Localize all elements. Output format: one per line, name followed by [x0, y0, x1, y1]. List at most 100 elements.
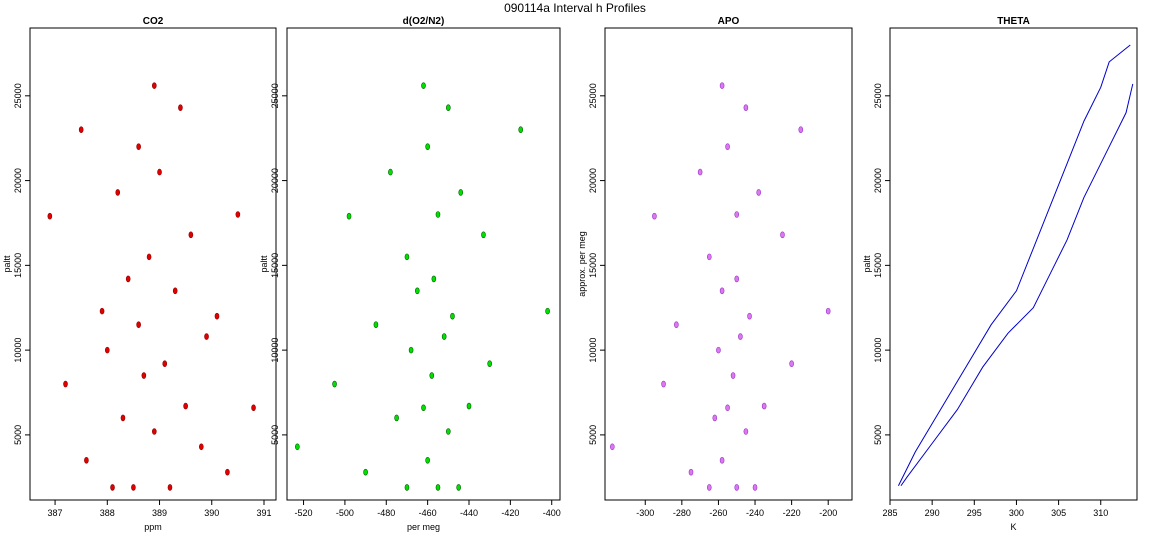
- point: [125, 275, 131, 283]
- point: [99, 307, 105, 315]
- panel-title: CO2: [143, 16, 164, 27]
- point: [734, 484, 740, 491]
- y-axis-label: paltt: [259, 255, 269, 273]
- point: [408, 346, 414, 354]
- point: [120, 414, 126, 422]
- point: [752, 484, 758, 491]
- point: [652, 212, 657, 220]
- point: [743, 428, 749, 435]
- point: [204, 333, 209, 340]
- point: [688, 468, 694, 476]
- x-tick-label: 389: [152, 508, 167, 518]
- y-tick-label: 5000: [588, 425, 598, 445]
- y-tick-label: 10000: [873, 338, 883, 363]
- point: [63, 380, 68, 388]
- plot-frame: [889, 27, 1138, 501]
- x-tick-label: -240: [746, 508, 764, 518]
- y-tick-label: 20000: [588, 168, 598, 193]
- point: [157, 168, 162, 176]
- point: [734, 211, 740, 218]
- point: [131, 484, 136, 491]
- point: [332, 380, 337, 388]
- y-tick-label: 5000: [873, 425, 883, 445]
- point: [251, 404, 256, 412]
- y-tick-label: 15000: [270, 253, 280, 278]
- point: [431, 275, 437, 283]
- y-tick-label: 10000: [588, 338, 598, 363]
- x-tick-label: -520: [295, 508, 313, 518]
- point: [115, 189, 121, 196]
- x-tick-label: -220: [783, 508, 801, 518]
- point: [394, 414, 399, 422]
- x-tick-label: 310: [1093, 508, 1108, 518]
- point: [425, 457, 430, 464]
- point: [141, 372, 147, 379]
- point: [798, 126, 804, 134]
- x-tick-label: 387: [48, 508, 63, 518]
- point: [414, 287, 420, 295]
- x-tick-label: 391: [256, 508, 271, 518]
- point: [178, 104, 183, 111]
- point: [747, 312, 752, 320]
- x-tick-label: -480: [377, 508, 395, 518]
- point: [481, 231, 486, 239]
- point: [435, 484, 441, 491]
- point: [610, 443, 615, 451]
- point: [47, 212, 53, 220]
- plot-frame: [29, 27, 277, 501]
- point: [697, 168, 703, 176]
- point: [425, 143, 430, 150]
- point: [734, 275, 740, 283]
- x-tick-label: 285: [882, 508, 897, 518]
- point: [458, 189, 464, 196]
- point: [404, 253, 410, 261]
- y-axis-label: approx. per meg: [577, 231, 587, 297]
- y-tick-label: 20000: [270, 168, 280, 193]
- x-axis-label: K: [1010, 522, 1016, 532]
- plot-frame: [604, 27, 853, 501]
- panel-title: THETA: [997, 16, 1030, 27]
- y-tick-label: 15000: [873, 253, 883, 278]
- x-tick-label: -300: [636, 508, 654, 518]
- point: [761, 402, 767, 410]
- y-tick-label: 5000: [13, 425, 23, 445]
- panel-title: APO: [718, 16, 740, 27]
- point: [446, 428, 451, 435]
- point: [235, 211, 241, 218]
- point: [466, 402, 472, 410]
- x-axis-label: per meg: [407, 522, 440, 532]
- point: [789, 360, 794, 367]
- y-tick-label: 20000: [13, 168, 23, 193]
- point: [487, 360, 492, 367]
- y-tick-label: 25000: [13, 83, 23, 108]
- point: [84, 457, 89, 464]
- y-tick-label: 25000: [270, 83, 280, 108]
- point: [719, 82, 725, 89]
- point: [743, 104, 749, 111]
- x-tick-label: 388: [100, 508, 115, 518]
- point: [110, 484, 115, 491]
- point: [780, 231, 785, 239]
- point: [706, 484, 712, 491]
- point: [730, 372, 736, 379]
- point: [167, 484, 173, 491]
- point: [446, 104, 451, 111]
- point: [545, 307, 550, 315]
- point: [725, 143, 730, 150]
- x-tick-label: -400: [543, 508, 561, 518]
- x-tick-label: -200: [819, 508, 837, 518]
- point: [450, 312, 455, 320]
- x-tick-label: 390: [204, 508, 219, 518]
- point: [346, 212, 352, 220]
- x-tick-label: -420: [501, 508, 519, 518]
- x-tick-label: 305: [1051, 508, 1066, 518]
- point: [225, 468, 230, 476]
- point: [725, 404, 730, 412]
- y-tick-label: 15000: [588, 253, 598, 278]
- x-axis-label: ppm: [144, 522, 162, 532]
- y-tick-label: 10000: [270, 338, 280, 363]
- x-tick-label: -460: [419, 508, 437, 518]
- x-tick-label: -280: [673, 508, 691, 518]
- point: [421, 404, 426, 412]
